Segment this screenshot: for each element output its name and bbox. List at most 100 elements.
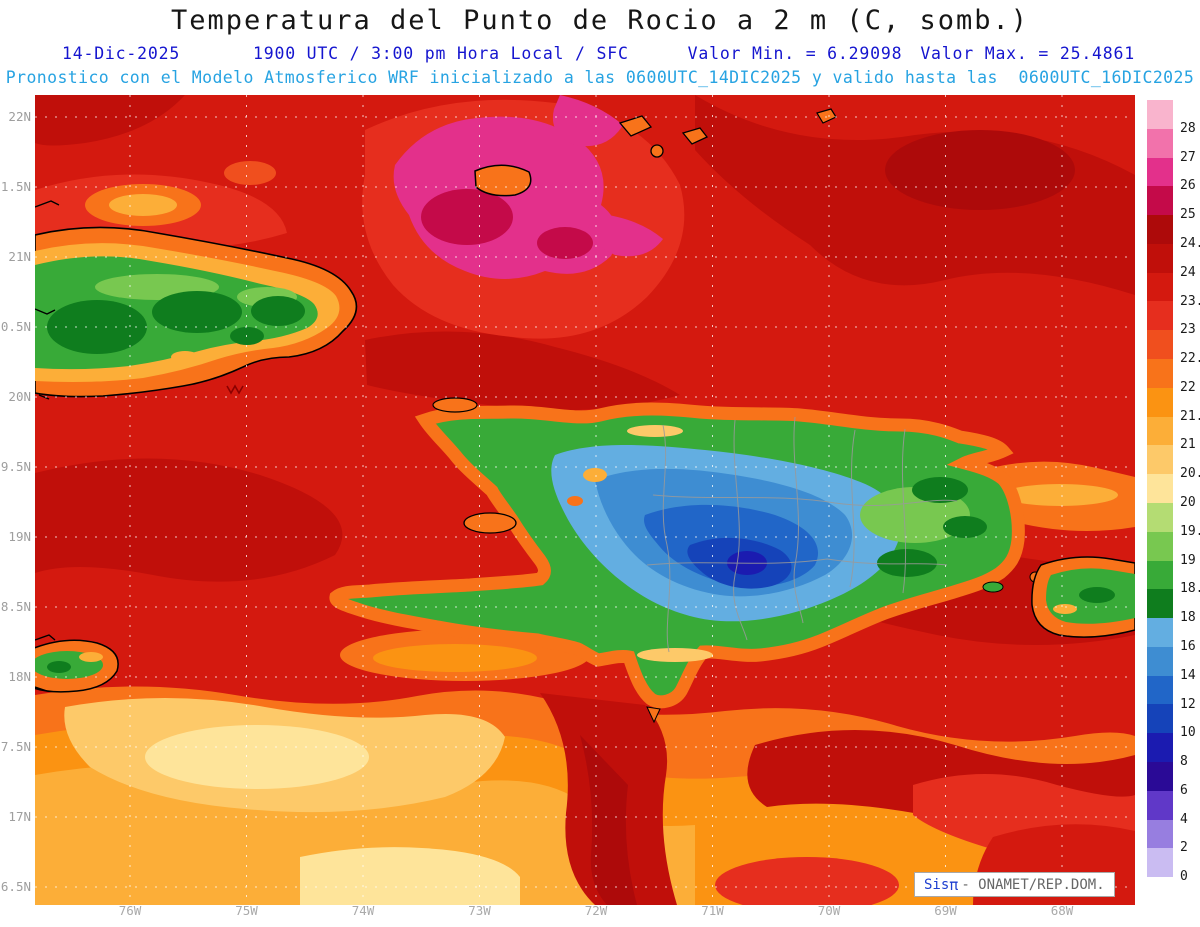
ocean-warm-bands <box>35 461 1135 905</box>
tortue-island <box>432 397 478 413</box>
colorbar-label: 20 <box>1180 495 1196 510</box>
lat-label: 8.5N <box>0 599 31 614</box>
colorbar-label: 27 <box>1180 149 1196 165</box>
pi-symbol: π <box>949 875 959 894</box>
colorbar-label: 24.5 <box>1180 235 1200 251</box>
lat-label: 22N <box>8 109 31 124</box>
colorbar-label: 16 <box>1180 638 1196 654</box>
colorbar-label: 18 <box>1180 610 1196 626</box>
colorbar-label: 19.5 <box>1180 523 1200 539</box>
colorbar-segment <box>1147 445 1173 475</box>
lon-label: 69W <box>934 903 957 918</box>
colorbar <box>1147 100 1173 906</box>
colorbar-label: 4 <box>1180 811 1188 827</box>
colorbar-segment <box>1147 387 1173 417</box>
colorbar-label: 19 <box>1180 552 1196 568</box>
colorbar-label: 22 <box>1180 379 1196 395</box>
lat-label: 19N <box>8 529 31 544</box>
jamaica <box>35 639 119 693</box>
lat-label: 0.5N <box>0 319 31 334</box>
colorbar-segment <box>1147 301 1173 331</box>
colorbar-label: 0 <box>1180 869 1188 885</box>
puerto-rico <box>1031 556 1135 638</box>
colorbar-segment <box>1147 157 1173 187</box>
colorbar-segment <box>1147 474 1173 503</box>
lon-label: 71W <box>701 903 724 918</box>
lon-label: 73W <box>468 903 491 918</box>
colorbar-segment <box>1147 186 1173 216</box>
branding-sis: Sis <box>924 876 950 893</box>
colorbar-segment <box>1147 790 1173 820</box>
lon-label: 68W <box>1050 903 1074 918</box>
colorbar-segment <box>1147 761 1173 791</box>
hispaniola <box>329 402 1025 709</box>
colorbar-segment <box>1147 531 1173 561</box>
colorbar-label: 28 <box>1180 120 1196 136</box>
colorbar-segment <box>1147 560 1173 590</box>
lat-label: 21N <box>8 249 31 264</box>
colorbar-label: 26 <box>1180 178 1196 194</box>
forecast-time: 1900 UTC / 3:00 pm Hora Local / SFC <box>253 44 629 63</box>
colorbar-label: 14 <box>1180 667 1196 683</box>
high-dewpoint-magenta-region <box>393 95 663 279</box>
colorbar-segment <box>1147 618 1173 647</box>
colorbar-segment <box>1147 848 1173 878</box>
colorbar-segment <box>1147 733 1173 762</box>
colorbar-segment <box>1147 502 1173 532</box>
colorbar-segment <box>1147 416 1173 446</box>
small-northern-islands <box>618 108 837 158</box>
value-max: Valor Max. = 25.4861 <box>920 44 1135 63</box>
colorbar-label: 2 <box>1180 840 1188 856</box>
colorbar-label: 10 <box>1180 725 1196 741</box>
colorbar-segment <box>1147 877 1173 906</box>
colorbar-segment <box>1147 272 1173 302</box>
colorbar-label: 23 <box>1180 322 1196 338</box>
colorbar-segment <box>1147 819 1173 849</box>
colorbar-segment <box>1147 243 1173 273</box>
colorbar-segment <box>1147 589 1173 619</box>
colorbar-segment <box>1147 675 1173 705</box>
lon-label: 76W <box>118 903 142 918</box>
value-min: Valor Min. = 6.29098 <box>687 44 903 63</box>
lon-label: 72W <box>584 903 608 918</box>
dewpoint-shading-map <box>35 95 1135 905</box>
colorbar-segment <box>1147 646 1173 676</box>
colorbar-label: 21 <box>1180 437 1196 453</box>
colorbar-label: 23.5 <box>1180 293 1200 309</box>
colorbar-label: 24 <box>1180 264 1196 280</box>
colorbar-label: 6 <box>1180 782 1188 798</box>
forecast-date: 14-Dic-2025 <box>62 44 181 63</box>
colorbar-label: 18.5 <box>1180 581 1200 597</box>
colorbar-label: 12 <box>1180 696 1196 712</box>
colorbar-label: 8 <box>1180 754 1188 770</box>
lat-label: 1.5N <box>0 179 31 194</box>
gonave-island <box>463 512 517 534</box>
lat-label: 18N <box>8 669 31 684</box>
coastline-fragments <box>35 200 60 692</box>
lat-label: 6.5N <box>0 879 31 894</box>
saona-island <box>982 581 1004 593</box>
cuba <box>35 226 358 398</box>
lat-label: 20N <box>8 389 31 404</box>
header-line: 14-Dic-2025 1900 UTC / 3:00 pm Hora Loca… <box>0 44 1200 66</box>
page-title: Temperatura del Punto de Rocio a 2 m (C,… <box>170 5 1029 36</box>
lat-label: 17N <box>8 809 31 824</box>
grid-lines <box>35 95 1135 905</box>
colorbar-label: 21.5 <box>1180 408 1200 424</box>
colorbar-segment <box>1147 330 1173 360</box>
colorbar-segment <box>1147 215 1173 244</box>
lon-label: 70W <box>817 903 841 918</box>
colorbar-segment <box>1147 359 1173 388</box>
lat-label: 9.5N <box>0 459 31 474</box>
lat-label: 7.5N <box>0 739 31 754</box>
lon-label: 75W <box>235 903 258 918</box>
weather-map <box>35 95 1135 905</box>
beata-island <box>646 706 661 724</box>
colorbar-label: 22.5 <box>1180 351 1200 367</box>
branding-box: Sis π - ONAMET/REP.DOM. <box>914 872 1115 897</box>
branding-onamet: - ONAMET/REP.DOM. <box>961 876 1105 893</box>
model-info-line: Pronostico con el Modelo Atmosferico WRF… <box>5 68 1195 87</box>
minmax-values: Valor Min. = 6.29098 Valor Max. = 25.486… <box>688 44 1135 63</box>
province-boundaries <box>646 416 958 653</box>
colorbar-label: 25 <box>1180 207 1196 223</box>
